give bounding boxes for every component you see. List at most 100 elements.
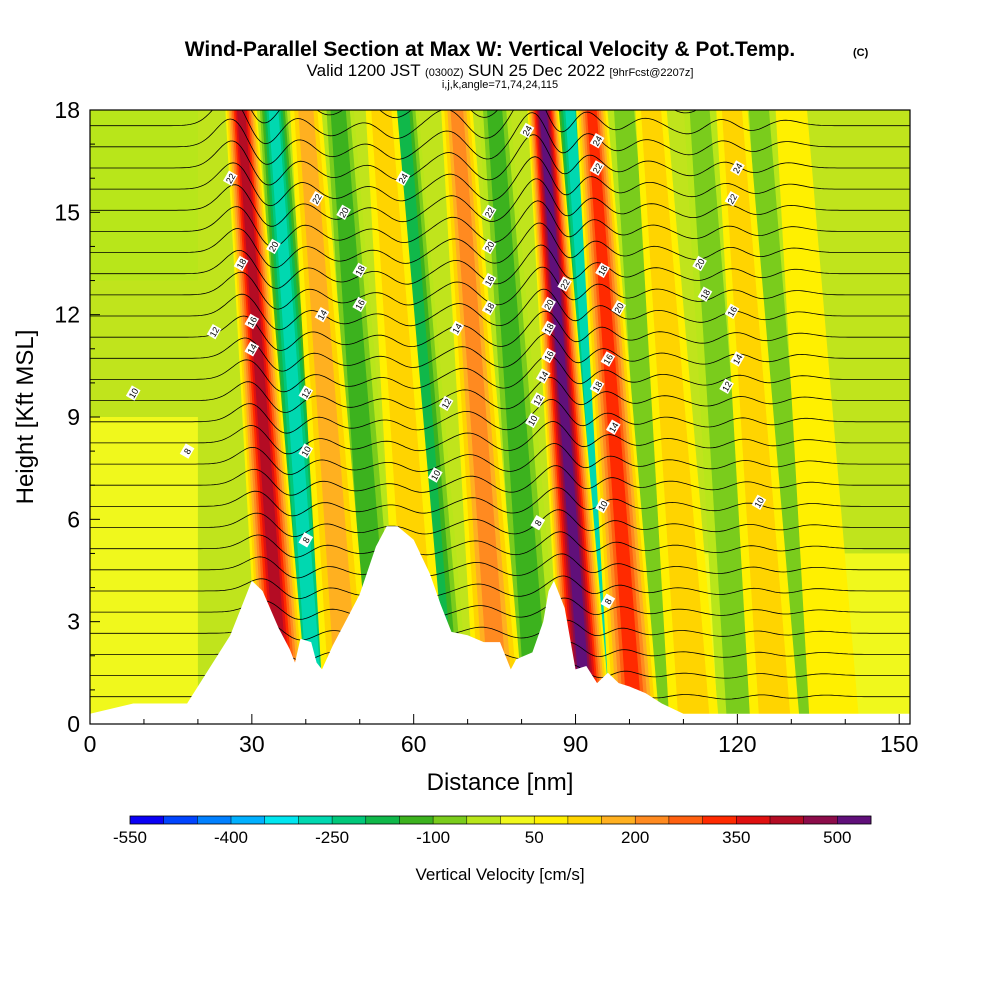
contour-label-text: 14 [537, 370, 551, 384]
contour-label-text: 10 [429, 468, 443, 482]
contour-label-text: 8 [603, 597, 614, 606]
contour-label: 18 [595, 262, 610, 278]
contour-label: 18 [589, 378, 605, 394]
y-tick-label: 0 [67, 711, 80, 737]
velocity-band-layer [396, 110, 456, 724]
theta-contour-line [90, 266, 910, 310]
theta-contour-line [90, 465, 910, 496]
contour-label-text: 22 [726, 192, 740, 206]
contour-label-bg [222, 170, 238, 186]
chart-subtitle: Valid 1200 JST (0300Z) SUN 25 Dec 2022 [… [307, 61, 694, 80]
contour-label: 8 [530, 515, 546, 531]
terrain-mask [90, 526, 910, 724]
colorbar-swatch [635, 816, 670, 824]
potential-temperature-contours [90, 110, 910, 703]
upper-level-region [90, 110, 198, 281]
contour-label-text: 18 [235, 257, 249, 271]
contour-label-text: 24 [731, 161, 745, 175]
contour-label: 20 [611, 300, 627, 316]
contour-label-text: 10 [526, 414, 540, 428]
contour-label: 12 [530, 392, 546, 408]
velocity-band-layer [268, 110, 324, 724]
contour-label-text: 20 [612, 301, 626, 315]
contour-label-bg [600, 351, 616, 367]
contour-label-text: 10 [596, 499, 610, 513]
contour-label-bg [589, 133, 605, 149]
theta-contour-line [90, 553, 910, 579]
contour-label: 10 [125, 385, 141, 401]
contour-label: 16 [244, 313, 260, 330]
contour-label: 22 [222, 170, 238, 186]
contour-label-text: 10 [752, 496, 766, 510]
contour-label: 20 [692, 255, 707, 272]
contour-label-text: 20 [337, 206, 351, 220]
contour-label: 18 [233, 255, 249, 272]
contour-label-text: 22 [558, 277, 572, 291]
velocity-band-layer [641, 110, 710, 724]
contour-label-text: 22 [224, 172, 238, 186]
contour-label-bg [600, 593, 616, 609]
colorbar-swatch [365, 816, 400, 824]
contour-label-text: 18 [699, 288, 713, 302]
contour-label: 24 [589, 133, 605, 149]
contour-label-bg [233, 255, 249, 272]
velocity-band-layer [237, 110, 291, 724]
contour-label-text: 14 [450, 322, 464, 336]
contour-label-bg [244, 341, 260, 357]
colorbar-swatch [264, 816, 299, 824]
theta-contour-line [90, 421, 910, 455]
theta-contour-line [90, 156, 910, 207]
contour-label-bg [724, 191, 740, 207]
contour-label-bg [719, 378, 734, 394]
chart-subtitle-indices: i,j,k,angle=71,74,24,115 [442, 79, 558, 91]
y-tick-label: 12 [54, 302, 80, 328]
colorbar-swatch [298, 816, 333, 824]
contour-label-text: 16 [245, 315, 259, 329]
contour-label-text: 24 [396, 172, 410, 186]
theta-contour-line [90, 619, 910, 641]
contour-label-bg [352, 296, 368, 313]
contour-label-text: 8 [301, 535, 312, 544]
theta-contour-line [90, 575, 910, 599]
contour-label: 10 [751, 494, 767, 510]
contour-label-bg [611, 300, 627, 316]
x-axis-label: Distance [nm] [427, 769, 574, 796]
theta-contour-line [90, 354, 910, 393]
contour-label-text: 22 [591, 161, 605, 175]
colorbar-swatch [601, 816, 636, 824]
contour-label: 20 [541, 296, 556, 313]
contour-label: 22 [557, 276, 573, 292]
contour-label-bg [589, 160, 605, 176]
contour-label-bg [298, 385, 314, 401]
theta-contour-line [90, 112, 910, 165]
vertical-velocity-field [90, 110, 910, 724]
x-axis: 0 30 60 90 120 150 [84, 714, 918, 757]
colorbar-tick-label: 200 [621, 828, 649, 847]
contour-label: 14 [244, 341, 260, 357]
theta-contour-line [90, 531, 910, 558]
contour-label-bg [724, 303, 740, 319]
velocity-band-layer [689, 110, 759, 724]
contour-label: 14 [730, 351, 745, 367]
low-level-region [90, 417, 198, 724]
contour-label: 18 [352, 262, 368, 278]
y-axis-label: Height [Kft MSL] [12, 330, 39, 505]
colorbar-swatch [399, 816, 434, 824]
contour-label-bg [530, 515, 546, 531]
colorbar-swatch [500, 816, 535, 824]
contour-label-text: 12 [720, 380, 734, 394]
contour-label-bg [481, 238, 497, 255]
contour-label: 16 [600, 351, 616, 367]
colorbar-swatch [466, 816, 501, 824]
contour-label-bg [266, 238, 281, 255]
contour-label: 12 [719, 378, 734, 394]
colorbar-swatch [837, 816, 872, 824]
contour-label-text: 14 [607, 421, 621, 435]
contour-label-bg [557, 276, 573, 292]
y-axis: 0 3 6 9 12 15 18 [54, 97, 100, 737]
colorbar-tick-label: -100 [416, 828, 450, 847]
velocity-band-layer [721, 110, 791, 724]
contour-label-bg [481, 204, 497, 220]
contour-label-text: 12 [440, 397, 454, 411]
contour-label-bg [519, 122, 535, 139]
